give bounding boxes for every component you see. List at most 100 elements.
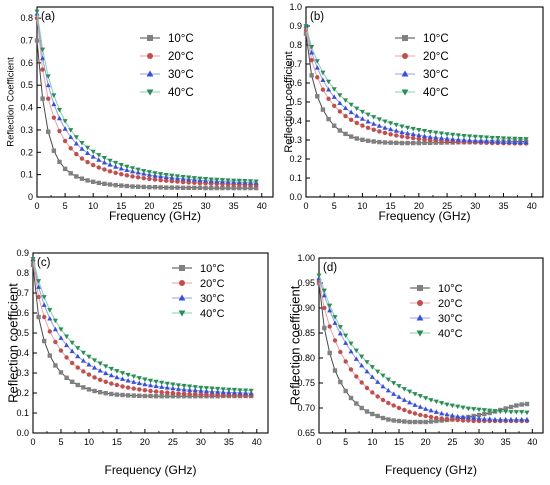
data-point — [52, 318, 58, 324]
legend: 10°C 20°C 30°C 40°C — [395, 33, 449, 99]
series-line — [318, 275, 528, 413]
data-point — [343, 388, 348, 394]
data-point — [450, 132, 456, 138]
data-point — [36, 294, 41, 300]
data-point — [30, 257, 36, 262]
data-point — [36, 284, 42, 289]
data-point — [391, 418, 396, 423]
data-point — [114, 369, 120, 374]
legend: 10°C 20°C 30°C 40°C — [410, 283, 463, 340]
y-tick-label: 0.1 — [289, 173, 302, 183]
legend-marker — [401, 70, 409, 77]
data-point — [371, 139, 376, 144]
data-point — [103, 379, 108, 384]
data-point — [396, 394, 402, 399]
data-point — [508, 404, 514, 410]
y-tick-label: 0.85 — [297, 328, 315, 338]
series-line — [36, 18, 257, 186]
legend-label: 30°C — [168, 69, 194, 81]
data-point — [489, 135, 495, 141]
data-point — [40, 47, 46, 53]
data-point — [364, 360, 370, 365]
data-point — [364, 409, 370, 414]
data-point — [219, 178, 225, 183]
data-point — [434, 418, 439, 424]
data-point — [385, 377, 391, 383]
x-tick-label: 0 — [30, 437, 35, 447]
data-point — [396, 405, 402, 411]
data-point — [402, 419, 407, 424]
series-2 — [30, 258, 254, 398]
data-point — [365, 112, 371, 118]
data-point — [58, 327, 64, 332]
y-tick-label: 0 — [28, 192, 33, 202]
y-tick-label: 0.9 — [289, 21, 302, 31]
data-point — [500, 136, 507, 141]
data-point — [348, 367, 354, 372]
data-point — [444, 416, 450, 422]
data-point — [74, 151, 79, 157]
data-point — [192, 387, 198, 393]
data-point — [51, 148, 57, 153]
data-point — [472, 138, 478, 143]
data-point — [471, 407, 477, 412]
y-tick-label: 0.1 — [16, 408, 29, 418]
data-point — [433, 140, 438, 145]
data-point — [354, 136, 359, 141]
legend: 10°C 20°C 30°C 40°C — [172, 263, 225, 320]
data-point — [165, 394, 170, 399]
data-point — [164, 385, 170, 390]
data-point — [512, 139, 518, 145]
data-point — [181, 391, 187, 396]
data-point — [193, 392, 198, 397]
data-point — [416, 140, 422, 146]
data-point — [107, 158, 113, 164]
data-point — [411, 140, 416, 146]
legend-label: 40°C — [423, 87, 449, 99]
data-point — [34, 9, 40, 15]
data-point — [478, 138, 484, 143]
data-point — [129, 166, 136, 171]
data-point — [343, 113, 348, 119]
data-point — [416, 136, 422, 142]
data-point — [85, 145, 91, 151]
data-point — [73, 140, 79, 146]
data-point — [203, 177, 209, 182]
data-point — [353, 348, 359, 354]
data-point — [524, 410, 530, 416]
data-point — [343, 340, 349, 345]
data-point — [142, 393, 148, 399]
data-point — [315, 94, 320, 99]
data-point — [332, 338, 338, 343]
data-point — [343, 131, 348, 137]
data-point — [169, 185, 175, 190]
data-point — [388, 126, 394, 132]
data-point — [68, 146, 73, 151]
data-point — [342, 105, 349, 110]
data-point — [192, 385, 198, 390]
data-point — [107, 162, 113, 167]
data-point — [75, 365, 80, 370]
data-point — [476, 415, 482, 421]
data-point — [337, 325, 343, 330]
series-line — [32, 260, 252, 397]
data-point — [444, 402, 450, 408]
x-tick-label: 20 — [414, 201, 424, 211]
data-point — [81, 385, 86, 390]
data-point — [354, 374, 359, 379]
x-tick-label: 15 — [394, 437, 404, 447]
series-3 — [303, 23, 529, 145]
data-point — [191, 176, 197, 181]
data-point — [214, 177, 220, 183]
data-point — [153, 383, 159, 389]
data-point — [142, 388, 148, 393]
y-tick-label: 0.4 — [16, 348, 29, 358]
data-point — [187, 394, 192, 399]
y-tick-label: 0.8 — [16, 268, 29, 278]
series-line — [318, 280, 527, 422]
data-point — [394, 133, 399, 138]
data-point — [69, 340, 75, 346]
data-point — [380, 383, 386, 389]
data-point — [131, 393, 136, 398]
data-point — [369, 374, 375, 379]
